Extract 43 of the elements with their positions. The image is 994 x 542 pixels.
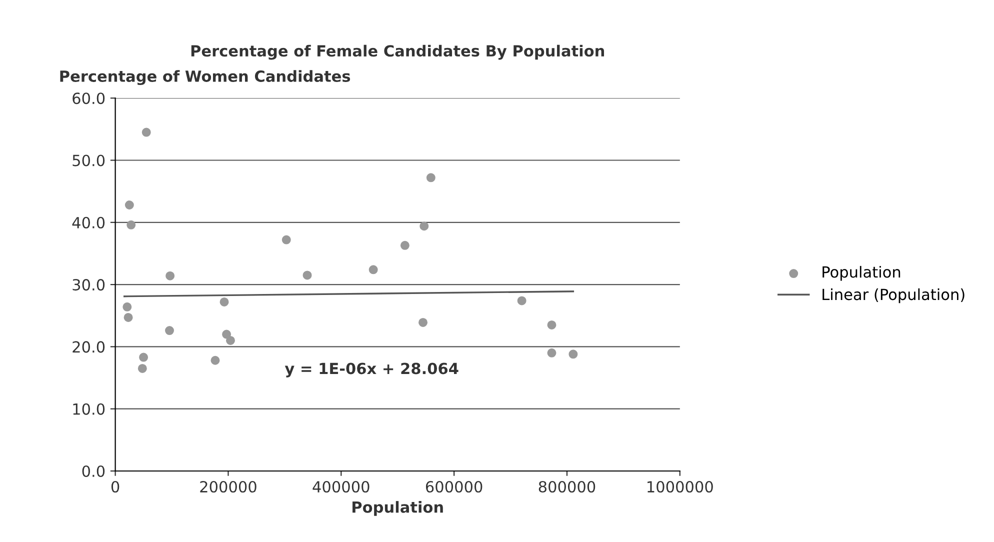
y-tick-label: 30.0	[72, 279, 105, 291]
point	[426, 173, 436, 182]
x-tick-label: 200000	[200, 480, 256, 493]
x-tick-label: 800000	[538, 480, 596, 493]
y-tick-label: 40.0	[72, 216, 105, 228]
point	[142, 128, 151, 137]
point	[124, 200, 134, 210]
point	[302, 270, 312, 280]
point	[124, 312, 133, 322]
point	[400, 240, 410, 250]
y-tick-label: 10.0	[73, 403, 105, 415]
point	[568, 350, 578, 359]
point	[226, 336, 235, 345]
point	[368, 265, 378, 274]
point	[166, 271, 175, 280]
point	[547, 348, 556, 358]
point	[126, 220, 136, 230]
point	[282, 235, 291, 244]
point	[138, 364, 147, 373]
point	[165, 326, 174, 336]
y-tick-label: 50.0	[72, 154, 105, 166]
x-tick-label: 0	[111, 480, 120, 493]
legend-label: Linear (Population)	[822, 288, 964, 304]
y-tick-label: 60.0	[72, 92, 105, 104]
point	[222, 330, 232, 339]
y-axis-title: Percentage of Women Candidates	[60, 70, 350, 86]
x-axis-title: Population	[352, 501, 443, 516]
x-tick-label: 1000000	[648, 480, 713, 493]
x-tick-label: 600000	[426, 480, 482, 493]
point	[547, 320, 556, 330]
point	[420, 222, 429, 231]
y-tick-label: 20.0	[72, 341, 105, 353]
point	[210, 356, 220, 365]
point	[220, 297, 229, 306]
point	[122, 302, 132, 312]
chart-title: Percentage of Female Candidates By Population	[191, 44, 604, 60]
y-tick-label: 0.0	[82, 465, 105, 478]
legend-label: Population	[822, 266, 900, 281]
point	[418, 318, 428, 327]
x-tick-label: 400000	[312, 480, 370, 493]
point	[139, 352, 148, 362]
point	[517, 296, 526, 306]
annotation: y = 1E-06x + 28.064	[284, 362, 458, 378]
